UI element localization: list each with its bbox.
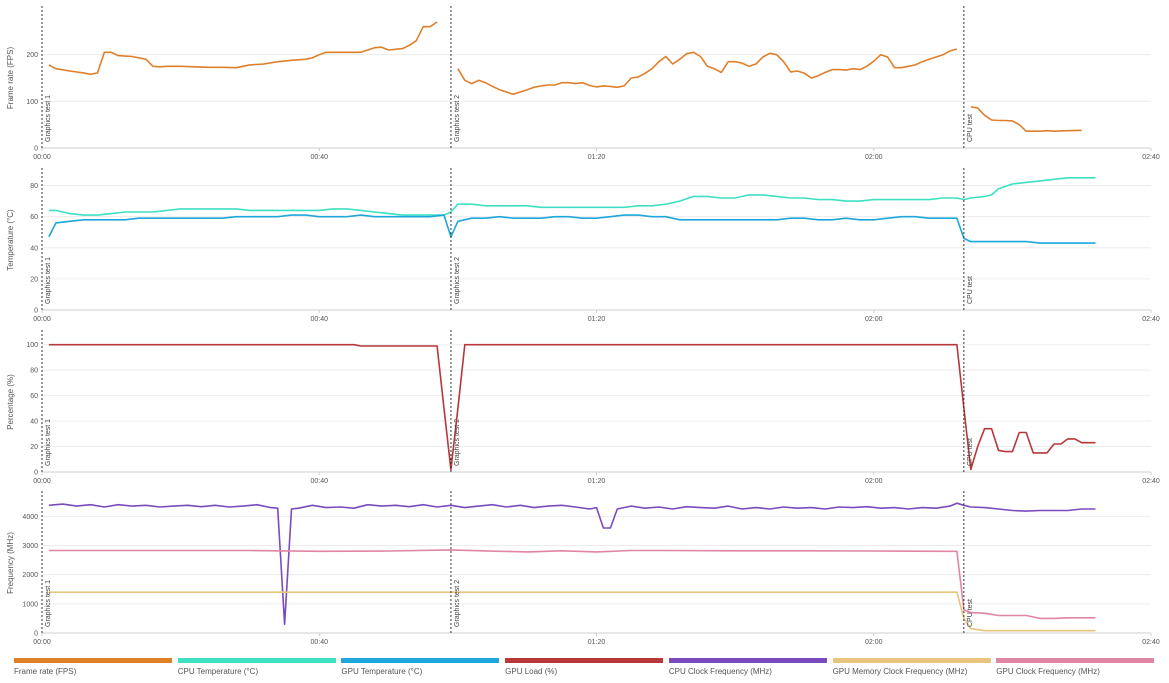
legend-label: CPU Clock Frequency (MHz) bbox=[668, 667, 772, 676]
legend-swatch bbox=[14, 658, 172, 663]
y-tick-label-p1-4: 80 bbox=[30, 183, 38, 190]
y-tick-label-p0-2: 200 bbox=[26, 52, 38, 59]
y-tick-label-p2-4: 80 bbox=[30, 368, 38, 375]
legend-item[interactable]: GPU Memory Clock Frequency (MHz) bbox=[832, 656, 997, 680]
legend-label: GPU Memory Clock Frequency (MHz) bbox=[832, 667, 968, 676]
test-marker-label-p0-2: CPU test bbox=[967, 114, 974, 142]
legend-label: CPU Temperature (°C) bbox=[177, 667, 259, 676]
legend-label: GPU Load (%) bbox=[505, 667, 558, 676]
legend-item[interactable]: GPU Load (%) bbox=[505, 656, 669, 680]
chart-legend: Frame rate (FPS) CPU Temperature (°C) GPU … bbox=[14, 656, 1160, 680]
x-tick-label-p0-4: 02:40 bbox=[1142, 154, 1160, 161]
test-marker-label-p2-1: Graphics test 2 bbox=[454, 419, 461, 466]
x-tick-label-p2-2: 01:20 bbox=[588, 478, 606, 485]
test-marker-label-p0-0: Graphics test 1 bbox=[45, 95, 52, 142]
y-tick-label-p3-4: 4000 bbox=[22, 514, 38, 521]
y-axis-label-p3: Frequency (MHz) bbox=[6, 532, 15, 594]
x-tick-label-p0-3: 02:00 bbox=[865, 154, 883, 161]
legend-swatch bbox=[177, 658, 336, 663]
test-marker-label-p1-0: Graphics test 1 bbox=[45, 257, 52, 304]
legend-item[interactable]: GPU Temperature (°C) bbox=[341, 656, 505, 680]
y-tick-label-p3-2: 2000 bbox=[22, 572, 38, 579]
x-tick-label-p1-1: 00:40 bbox=[310, 316, 328, 323]
y-axis-label-p0: Frame rate (FPS) bbox=[6, 47, 15, 110]
y-tick-label-p3-1: 1000 bbox=[22, 601, 38, 608]
series-line-p0-s0-g2 bbox=[970, 106, 1082, 132]
x-tick-label-p3-0: 00:00 bbox=[33, 639, 51, 646]
legend-swatch bbox=[832, 658, 991, 663]
test-marker-label-p3-2: CPU test bbox=[967, 599, 974, 627]
y-tick-label-p0-0: 0 bbox=[34, 146, 38, 153]
legend-swatch bbox=[996, 658, 1155, 663]
x-tick-label-p2-1: 00:40 bbox=[310, 478, 328, 485]
x-tick-label-p1-2: 01:20 bbox=[588, 316, 606, 323]
legend-item[interactable]: GPU Clock Frequency (MHz) bbox=[996, 656, 1160, 680]
test-marker-label-p2-2: CPU test bbox=[967, 438, 974, 466]
legend-swatch bbox=[341, 658, 500, 663]
y-tick-label-p2-3: 60 bbox=[30, 393, 38, 400]
x-tick-label-p0-0: 00:00 bbox=[33, 154, 51, 161]
y-axis-label-p1: Temperature (°C) bbox=[6, 209, 15, 271]
legend-item[interactable]: CPU Temperature (°C) bbox=[177, 656, 342, 680]
y-tick-label-p0-1: 100 bbox=[26, 99, 38, 106]
test-marker-label-p0-1: Graphics test 2 bbox=[454, 95, 461, 142]
y-tick-label-p1-3: 60 bbox=[30, 214, 38, 221]
x-tick-label-p2-3: 02:00 bbox=[865, 478, 883, 485]
series-line-p0-s0-g0 bbox=[48, 21, 438, 76]
legend-label: GPU Temperature (°C) bbox=[341, 667, 423, 676]
x-tick-label-p1-4: 02:40 bbox=[1142, 316, 1160, 323]
test-marker-label-p1-2: CPU test bbox=[967, 276, 974, 304]
legend-label: GPU Clock Frequency (MHz) bbox=[996, 667, 1100, 676]
x-tick-label-p3-2: 01:20 bbox=[588, 639, 606, 646]
legend-label: Frame rate (FPS) bbox=[14, 667, 77, 676]
y-tick-label-p1-0: 0 bbox=[34, 308, 38, 315]
x-tick-label-p0-2: 01:20 bbox=[588, 154, 606, 161]
series-line-p3-s0-g0 bbox=[48, 502, 1096, 626]
x-tick-label-p3-4: 02:40 bbox=[1142, 639, 1160, 646]
legend-swatch bbox=[668, 658, 827, 663]
x-tick-label-p1-3: 02:00 bbox=[865, 316, 883, 323]
y-axis-label-p2: Percentage (%) bbox=[6, 374, 15, 430]
series-line-p3-s1-g0 bbox=[48, 591, 1096, 632]
series-line-p3-s2-g0 bbox=[48, 549, 1096, 620]
test-marker-label-p3-0: Graphics test 1 bbox=[45, 580, 52, 627]
x-tick-label-p1-0: 00:00 bbox=[33, 316, 51, 323]
series-line-p1-s1-g0 bbox=[48, 214, 1096, 244]
legend-swatch bbox=[505, 658, 664, 663]
test-marker-label-p3-1: Graphics test 2 bbox=[454, 580, 461, 627]
y-tick-label-p2-5: 100 bbox=[26, 342, 38, 349]
x-tick-label-p0-1: 00:40 bbox=[310, 154, 328, 161]
legend-item[interactable]: Frame rate (FPS) bbox=[14, 656, 178, 680]
x-tick-label-p3-1: 00:40 bbox=[310, 639, 328, 646]
series-line-p2-s0-g0 bbox=[48, 343, 1096, 471]
y-tick-label-p3-0: 0 bbox=[34, 631, 38, 638]
x-tick-label-p2-0: 00:00 bbox=[33, 478, 51, 485]
y-tick-label-p1-2: 40 bbox=[30, 245, 38, 252]
x-tick-label-p2-4: 02:40 bbox=[1142, 478, 1160, 485]
series-line-p1-s0-g0 bbox=[48, 177, 1096, 216]
y-tick-label-p2-0: 0 bbox=[34, 470, 38, 477]
series-line-p0-s0-g1 bbox=[457, 48, 958, 96]
legend-item[interactable]: CPU Clock Frequency (MHz) bbox=[668, 656, 833, 680]
test-marker-label-p2-0: Graphics test 1 bbox=[45, 419, 52, 466]
x-tick-label-p3-3: 02:00 bbox=[865, 639, 883, 646]
y-tick-label-p1-1: 20 bbox=[30, 276, 38, 283]
y-tick-label-p2-2: 40 bbox=[30, 419, 38, 426]
y-tick-label-p3-3: 3000 bbox=[22, 543, 38, 550]
y-tick-label-p2-1: 20 bbox=[30, 444, 38, 451]
test-marker-label-p1-1: Graphics test 2 bbox=[454, 257, 461, 304]
